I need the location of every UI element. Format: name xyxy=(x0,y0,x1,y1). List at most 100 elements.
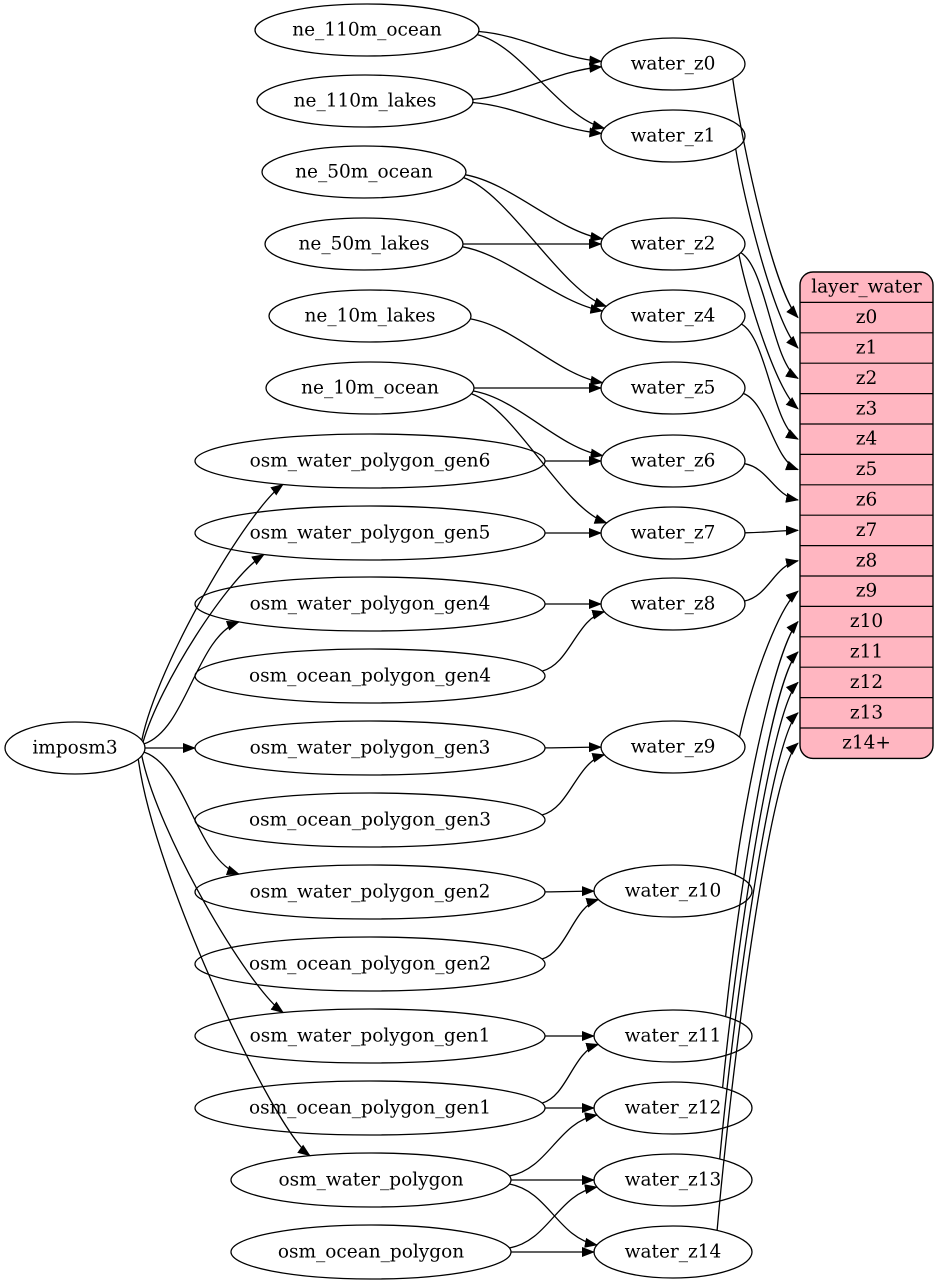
table-row-z13: z13 xyxy=(850,702,883,723)
edge-imposm3--osm_water_polygon_gen5 xyxy=(142,553,265,743)
node-water_z9: water_z9 xyxy=(600,720,746,774)
edge-ne_50m_ocean--water_z4 xyxy=(463,176,608,308)
node-water_z12: water_z12 xyxy=(593,1081,753,1135)
table-row-z1: z1 xyxy=(856,338,878,359)
node-label-ne_110m_ocean: ne_110m_ocean xyxy=(292,20,442,41)
node-osm_water_polygon_gen5: osm_water_polygon_gen5 xyxy=(194,505,546,561)
node-label-osm_water_polygon_gen1: osm_water_polygon_gen1 xyxy=(250,1026,491,1047)
node-label-osm_water_polygon_gen3: osm_water_polygon_gen3 xyxy=(250,738,491,759)
table-row-z12: z12 xyxy=(850,672,883,693)
edge-imposm3--osm_water_polygon xyxy=(137,759,311,1157)
node-label-osm_water_polygon_gen4: osm_water_polygon_gen4 xyxy=(250,594,491,615)
node-label-ne_50m_ocean: ne_50m_ocean xyxy=(295,162,433,183)
node-osm_ocean_polygon_gen4: osm_ocean_polygon_gen4 xyxy=(194,648,546,704)
node-osm_water_polygon_gen3: osm_water_polygon_gen3 xyxy=(194,720,546,776)
node-osm_water_polygon_gen6: osm_water_polygon_gen6 xyxy=(194,433,546,489)
node-label-osm_ocean_polygon_gen2: osm_ocean_polygon_gen2 xyxy=(249,954,491,975)
edge-osm_ocean_polygon_gen2--water_z10 xyxy=(541,897,600,960)
node-label-osm_ocean_polygon_gen3: osm_ocean_polygon_gen3 xyxy=(249,810,491,831)
edge-water_z13--layer_water-z13 xyxy=(719,712,799,1160)
edge-water_z8--layer_water-z8 xyxy=(744,558,799,602)
edge-water_z0--layer_water-z0 xyxy=(732,78,799,319)
edge-water_z5--layer_water-z5 xyxy=(743,392,799,471)
node-osm_ocean_polygon_gen3: osm_ocean_polygon_gen3 xyxy=(194,792,546,848)
node-label-water_z13: water_z13 xyxy=(625,1170,722,1191)
edge-water_z7--layer_water-z7 xyxy=(744,525,799,536)
node-water_z8: water_z8 xyxy=(600,577,746,631)
node-shape-water_z4 xyxy=(600,289,746,343)
edge-osm_ocean_polygon--water_z13 xyxy=(509,1184,598,1249)
node-water_z10: water_z10 xyxy=(593,864,753,918)
node-label-water_z8: water_z8 xyxy=(631,594,716,615)
table-row-z3: z3 xyxy=(856,398,878,419)
node-label-osm_water_polygon_gen2: osm_water_polygon_gen2 xyxy=(250,882,491,903)
node-label-osm_ocean_polygon_gen4: osm_ocean_polygon_gen4 xyxy=(249,666,491,687)
node-label-osm_ocean_polygon_gen1: osm_ocean_polygon_gen1 xyxy=(249,1098,491,1119)
edge-water_z2--layer_water-z2 xyxy=(740,252,799,379)
node-label-water_z11: water_z11 xyxy=(625,1026,722,1047)
node-label-water_z6: water_z6 xyxy=(631,451,716,472)
node-shape-ne_110m_lakes xyxy=(256,74,474,128)
table-row-z14+: z14+ xyxy=(842,733,891,754)
node-label-ne_110m_lakes: ne_110m_lakes xyxy=(294,91,437,112)
table-row-z2: z2 xyxy=(856,368,878,389)
table-row-z10: z10 xyxy=(850,611,883,632)
node-water_z2: water_z2 xyxy=(600,217,746,271)
node-imposm3: imposm3 xyxy=(4,721,146,775)
node-label-water_z12: water_z12 xyxy=(625,1098,722,1119)
node-label-water_z5: water_z5 xyxy=(631,378,716,399)
table-row-z5: z5 xyxy=(856,459,878,480)
node-shape-ne_50m_ocean xyxy=(261,145,467,199)
table-row-z7: z7 xyxy=(856,520,878,541)
node-shape-osm_water_polygon_gen2 xyxy=(194,864,546,920)
edge-ne_10m_ocean--water_z6 xyxy=(473,390,604,459)
edge-water_z9--layer_water-z9 xyxy=(738,590,799,738)
node-water_z14: water_z14 xyxy=(593,1225,753,1279)
node-water_z7: water_z7 xyxy=(600,506,746,560)
edge-water_z12--layer_water-z12 xyxy=(721,681,799,1088)
node-label-water_z10: water_z10 xyxy=(625,881,722,902)
edge-imposm3--osm_water_polygon_gen1 xyxy=(141,755,285,1014)
edge-osm_water_polygon_gen2--water_z10 xyxy=(544,886,595,897)
table-row-z4: z4 xyxy=(856,429,878,450)
table-row-z9: z9 xyxy=(856,581,878,602)
node-osm_ocean_polygon_gen2: osm_ocean_polygon_gen2 xyxy=(194,936,546,992)
table-title: layer_water xyxy=(811,277,922,298)
edges xyxy=(137,30,799,1257)
node-label-water_z4: water_z4 xyxy=(631,306,716,327)
node-osm_water_polygon: osm_water_polygon xyxy=(230,1152,512,1208)
table-row-z11: z11 xyxy=(850,642,883,663)
node-water_z4: water_z4 xyxy=(600,289,746,343)
edge-water_z10--layer_water-z10 xyxy=(734,620,799,875)
node-osm_ocean_polygon_gen1: osm_ocean_polygon_gen1 xyxy=(194,1080,546,1136)
node-shape-ne_110m_ocean xyxy=(254,3,480,57)
node-shape-osm_ocean_polygon_gen2 xyxy=(194,936,546,992)
edge-osm_ocean_polygon_gen3--water_z9 xyxy=(541,752,606,816)
node-ne_50m_ocean: ne_50m_ocean xyxy=(261,145,467,199)
node-label-water_z1: water_z1 xyxy=(631,126,716,147)
node-label-osm_water_polygon_gen6: osm_water_polygon_gen6 xyxy=(250,451,491,472)
node-water_z0: water_z0 xyxy=(600,37,746,91)
edge-ne_10m_lakes--water_z5 xyxy=(470,318,604,386)
node-label-ne_50m_lakes: ne_50m_lakes xyxy=(298,234,429,255)
node-water_z1: water_z1 xyxy=(600,109,746,163)
edge-ne_110m_lakes--water_z0 xyxy=(472,62,603,101)
node-label-osm_water_polygon: osm_water_polygon xyxy=(278,1170,463,1191)
node-osm_ocean_polygon: osm_ocean_polygon xyxy=(230,1224,512,1280)
table-row-z0: z0 xyxy=(856,307,878,328)
edge-water_z1--layer_water-z1 xyxy=(735,148,799,349)
node-label-osm_water_polygon_gen5: osm_water_polygon_gen5 xyxy=(250,523,491,544)
edge-ne_50m_lakes--water_z4 xyxy=(462,246,604,314)
node-water_z13: water_z13 xyxy=(593,1153,753,1207)
node-osm_water_polygon_gen2: osm_water_polygon_gen2 xyxy=(194,864,546,920)
node-label-water_z9: water_z9 xyxy=(631,737,716,758)
node-label-water_z7: water_z7 xyxy=(631,523,716,544)
edge-osm_water_polygon--water_z14 xyxy=(509,1183,598,1248)
edge-imposm3--osm_water_polygon_gen2 xyxy=(143,751,240,875)
node-label-ne_10m_ocean: ne_10m_ocean xyxy=(301,378,439,399)
node-osm_water_polygon_gen1: osm_water_polygon_gen1 xyxy=(194,1008,546,1064)
edge-ne_110m_ocean--water_z0 xyxy=(478,30,603,66)
edge-water_z14--layer_water-z14+ xyxy=(716,742,799,1231)
